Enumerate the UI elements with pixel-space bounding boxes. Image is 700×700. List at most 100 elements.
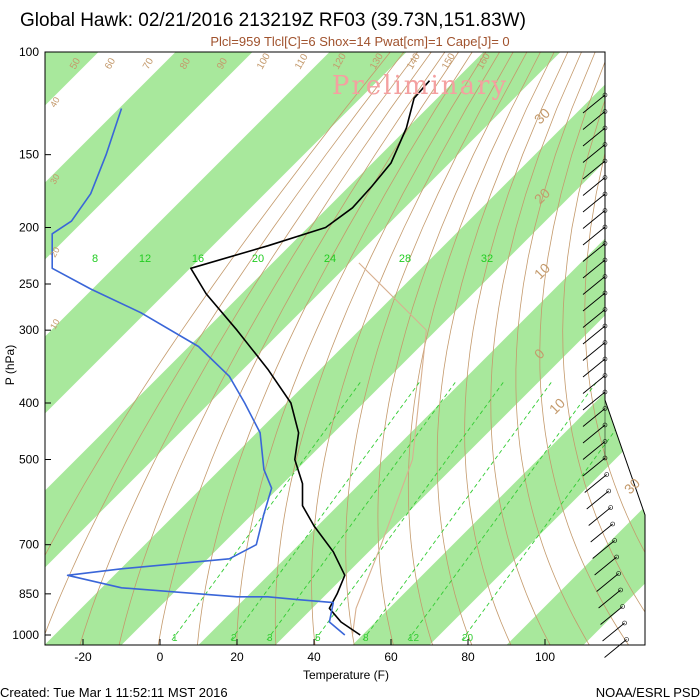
- dry-adiabat-label: 70: [141, 56, 156, 72]
- temperature-line: [190, 80, 431, 636]
- wind-barb-station: [618, 587, 623, 593]
- dry-adiabat-label: 80: [178, 56, 193, 72]
- wind-barb: [588, 507, 611, 526]
- dry-adiabat-label: 50: [68, 56, 83, 72]
- isotherm-band: [352, 52, 645, 645]
- wind-barb: [582, 375, 606, 394]
- x-tick-label: 100: [535, 650, 555, 664]
- y-tick-label: 150: [19, 148, 39, 162]
- parcel-path: [351, 262, 427, 636]
- wind-barb: [582, 127, 606, 147]
- wind-barb-station: [622, 620, 627, 626]
- dry-adiabat-label: 140: [405, 51, 423, 71]
- mixing-ratio-upper-label: 32: [481, 253, 493, 265]
- wind-barb: [584, 474, 608, 493]
- mixing-ratio-line: [314, 379, 506, 641]
- wind-barb-station: [612, 538, 617, 543]
- mixing-ratio-label: 2: [231, 633, 237, 644]
- dry-adiabat: [562, 52, 645, 645]
- dry-adiabat: [407, 52, 541, 645]
- wind-barb: [586, 490, 610, 510]
- dry-adiabat: [236, 52, 473, 645]
- dry-adiabat: [45, 52, 405, 645]
- y-tick-label: 500: [19, 452, 39, 466]
- wind-barb-station: [620, 604, 625, 609]
- dry-adiabat: [515, 52, 596, 645]
- wind-barb: [582, 226, 606, 246]
- mixing-ratio-line: [266, 379, 458, 641]
- dry-adiabat: [45, 52, 391, 645]
- dry-adiabat-label: 40: [48, 95, 62, 109]
- wind-barb-station: [614, 554, 619, 560]
- wind-barb-station: [624, 637, 629, 642]
- mixing-ratio-upper-label: 20: [252, 253, 264, 265]
- skew-temp-label: 10: [531, 260, 553, 282]
- dry-adiabat-label: 110: [293, 52, 311, 72]
- mixing-ratio-line: [230, 379, 422, 641]
- y-tick-label: 700: [19, 538, 39, 552]
- y-axis-label: P (hPa): [3, 345, 17, 385]
- dry-adiabat-label: 10: [48, 317, 62, 331]
- wind-barb: [582, 193, 606, 213]
- mixing-ratio-line: [407, 379, 599, 641]
- mixing-ratio-label: 20: [462, 633, 474, 644]
- x-tick-label: 0: [157, 650, 164, 664]
- wind-barb: [604, 639, 627, 658]
- skew-temp-label: 30: [531, 105, 553, 127]
- y-tick-label: 250: [19, 277, 39, 291]
- dry-adiabat: [311, 52, 500, 645]
- dry-adiabat-label: 90: [215, 56, 230, 72]
- chart-subtitle: Plcl=959 Tlcl[C]=6 Shox=14 Pwat[cm]=1 Ca…: [210, 34, 510, 49]
- wind-barb: [582, 210, 606, 229]
- dry-adiabat-label: 30: [48, 172, 62, 186]
- mixing-ratio-line: [362, 379, 554, 641]
- mixing-ratio-upper-label: 24: [324, 253, 336, 265]
- wind-barb: [594, 556, 617, 576]
- mixing-ratio-label: 8: [363, 633, 369, 644]
- wind-barb: [582, 111, 606, 130]
- wind-barb: [582, 358, 606, 378]
- dry-adiabat-label: 60: [103, 56, 118, 72]
- dry-adiabat: [196, 52, 459, 645]
- wind-barb: [582, 325, 606, 345]
- wind-barb-station: [608, 505, 614, 510]
- dry-adiabat: [78, 52, 418, 645]
- mixing-ratio-label: 3: [267, 633, 273, 644]
- wind-barb: [582, 309, 606, 328]
- skew-temp-label: 30: [621, 475, 643, 497]
- x-tick-label: -20: [74, 650, 92, 664]
- isotherm-band: [661, 52, 700, 645]
- y-tick-label: 850: [19, 587, 39, 601]
- wind-barb: [582, 408, 606, 427]
- wind-barb: [582, 144, 606, 163]
- wind-barb: [600, 606, 623, 625]
- wind-barb: [582, 441, 606, 460]
- wind-barb: [602, 622, 625, 642]
- wind-barb: [582, 160, 606, 180]
- x-axis-label: Temperature (F): [303, 668, 389, 682]
- wind-barb: [582, 424, 606, 444]
- mixing-ratio-label: 1: [172, 633, 178, 644]
- wind-barb: [582, 391, 606, 411]
- wind-barbs: [582, 52, 629, 658]
- y-tick-label: 100: [19, 45, 39, 59]
- mixing-ratio-upper-label: 16: [192, 253, 204, 265]
- dry-adiabat: [345, 52, 514, 645]
- wind-barb: [582, 259, 606, 279]
- chart-title: Global Hawk: 02/21/2016 213219Z RF03 (39…: [20, 10, 526, 31]
- y-tick-label: 1000: [12, 628, 39, 642]
- dry-adiabat: [377, 52, 528, 645]
- wind-barb: [582, 243, 606, 262]
- y-tick-label: 300: [19, 323, 39, 337]
- wind-barb-station: [616, 571, 621, 576]
- mixing-ratio-upper-label: 8: [92, 253, 98, 265]
- isotherm-band: [45, 52, 561, 645]
- wind-barb: [582, 292, 606, 312]
- wind-barb: [582, 276, 606, 295]
- x-tick-label: 60: [384, 650, 398, 664]
- plot-area: [45, 52, 700, 645]
- wind-barb: [582, 94, 606, 114]
- y-tick-label: 400: [19, 396, 39, 410]
- dry-adiabat-label: 150: [440, 51, 458, 71]
